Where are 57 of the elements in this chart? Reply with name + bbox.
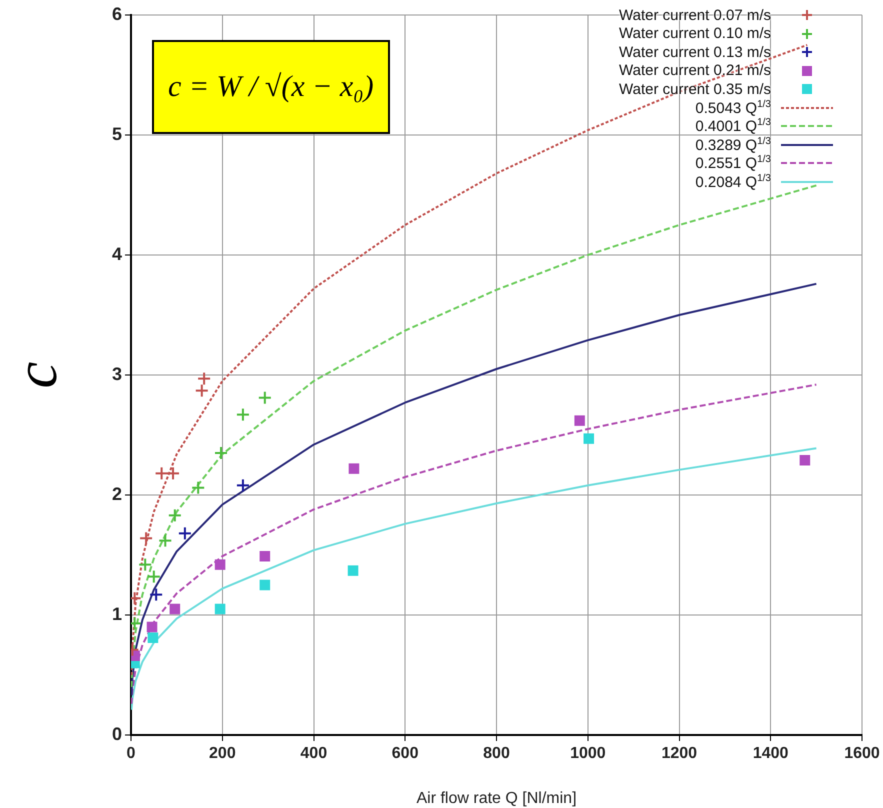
point: [348, 463, 360, 474]
point: [236, 478, 250, 492]
point: [166, 466, 180, 480]
line-series: [131, 44, 808, 676]
line-series: [131, 384, 818, 705]
point: [214, 446, 228, 460]
point: [139, 531, 154, 546]
point: [214, 604, 226, 614]
point: [260, 580, 270, 590]
legend-label: Water current 0.07 m/s: [619, 6, 771, 24]
point: [138, 558, 152, 572]
point: [574, 415, 585, 426]
point: [348, 565, 358, 576]
legend-label: 0.3289 Q$^{1/3}$: [695, 136, 771, 154]
point: [168, 508, 182, 522]
y-tick-label: 4: [112, 244, 122, 264]
point: [148, 632, 158, 644]
x-tick-label: 1200: [661, 745, 698, 762]
legend-label: 0.2551 Q$^{1/3}$: [695, 154, 771, 172]
legend-label: Water current 0.13 m/s: [619, 44, 771, 61]
y-tick-label: 2: [112, 484, 122, 504]
legend-label: 0.2084 Q$^{1/3}$: [695, 172, 771, 191]
x-tick-label: 200: [209, 745, 236, 762]
y-tick-label: 3: [112, 364, 122, 384]
y-axis-title: c: [2, 362, 69, 388]
x-axis-title: Air flow rate Q [Nl/min]: [416, 790, 577, 807]
y-tick-label: 6: [112, 4, 122, 24]
legend-label: 0.4001 Q$^{1/3}$: [695, 117, 771, 136]
point: [236, 408, 250, 422]
x-tick-label: 0: [126, 745, 136, 762]
point: [149, 588, 164, 602]
point: [584, 433, 594, 444]
annotation: c = W / √(x − x₀): [152, 40, 390, 134]
x-tick-label: 600: [392, 745, 419, 762]
point: [170, 604, 180, 614]
point: [146, 570, 161, 584]
point: [258, 390, 272, 405]
point: [146, 622, 158, 632]
legend-label: 0.5043 Q$^{1/3}$: [695, 98, 771, 117]
point: [260, 550, 270, 562]
y-tick-label: 0: [112, 724, 122, 744]
x-tick-label: 400: [300, 745, 328, 762]
x-tick-label: 800: [483, 745, 510, 762]
point: [194, 384, 209, 398]
point: [191, 480, 206, 495]
y-tick-label: 1: [112, 604, 122, 624]
point: [178, 526, 192, 540]
x-tick-label: 1000: [570, 745, 606, 762]
y-tick-label: 5: [112, 124, 122, 144]
point: [158, 534, 172, 548]
point: [154, 466, 169, 480]
point: [800, 454, 810, 466]
legend-label: Water current 0.10 m/s: [619, 25, 771, 42]
point: [214, 559, 226, 570]
x-tick-label: 1400: [752, 745, 789, 762]
x-tick-label: 1600: [844, 745, 880, 762]
point: [197, 372, 212, 386]
